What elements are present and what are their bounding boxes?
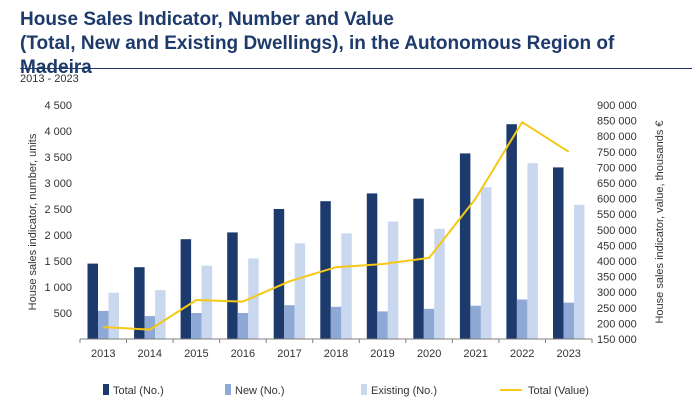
x-tick-label-2014: 2014 xyxy=(138,348,162,360)
bar-total-2017 xyxy=(273,209,285,339)
y-right-tick-label: 600 000 xyxy=(597,194,637,206)
bar-new-2014 xyxy=(144,316,156,339)
bar-existing-2016 xyxy=(248,258,259,339)
y-right-tick-label: 400 000 xyxy=(597,256,637,268)
legend-label-total: Total (No.) xyxy=(113,385,164,397)
bar-total-2019 xyxy=(366,193,378,339)
legend-label-total-value: Total (Value) xyxy=(528,385,589,397)
bar-new-2019 xyxy=(377,311,388,339)
legend-swatch-existing xyxy=(361,384,367,395)
chart-title: House Sales Indicator, Number and Value … xyxy=(20,8,690,80)
bar-total-2013 xyxy=(87,263,98,339)
bar-existing-2017 xyxy=(294,243,306,339)
bar-existing-2019 xyxy=(387,221,399,339)
title-divider xyxy=(20,68,692,69)
bar-total-2023 xyxy=(553,167,564,339)
y-right-tick-label: 750 000 xyxy=(597,147,637,159)
y-left-tick-label: 500 xyxy=(54,308,72,320)
y-left-tick-label: 4 500 xyxy=(44,100,72,112)
bar-existing-2023 xyxy=(574,204,585,339)
y-right-tick-label: 800 000 xyxy=(597,131,637,143)
bar-new-2015 xyxy=(191,313,202,339)
bar-total-2014 xyxy=(134,267,145,339)
bar-existing-2021 xyxy=(480,187,492,339)
y-left-tick-label: 3 000 xyxy=(44,178,72,190)
legend: Total (No.) New (No.) Existing (No.) Total … xyxy=(103,384,589,397)
bar-total-2016 xyxy=(227,232,238,339)
x-tick-label-2017: 2017 xyxy=(277,348,301,360)
x-tick-label-2013: 2013 xyxy=(91,348,115,360)
x-tick-label-2016: 2016 xyxy=(231,348,255,360)
x-tick-label-2020: 2020 xyxy=(417,348,441,360)
y-right-tick-label: 250 000 xyxy=(597,303,637,315)
bar-existing-2018 xyxy=(341,233,352,339)
y-right-tick-label: 550 000 xyxy=(597,209,637,221)
y-right-tick-label: 350 000 xyxy=(597,272,637,284)
series-line-total-value xyxy=(103,121,570,331)
legend-swatch-new xyxy=(225,384,231,395)
bar-total-2022 xyxy=(506,124,517,339)
bar-existing-2013 xyxy=(108,292,119,339)
legend-label-new: New (No.) xyxy=(235,385,285,397)
bar-total-2020 xyxy=(413,198,424,339)
x-tick-label-2018: 2018 xyxy=(324,348,348,360)
y-right-tick-label: 200 000 xyxy=(597,318,637,330)
y-right-tick-label: 450 000 xyxy=(597,240,637,252)
x-tick-label-2022: 2022 xyxy=(510,348,534,360)
bar-new-2020 xyxy=(423,308,435,339)
x-tick-label-2019: 2019 xyxy=(370,348,394,360)
bar-existing-2022 xyxy=(527,163,538,339)
chart-subtitle: 2013 - 2023 xyxy=(20,73,79,85)
y-left-tick-label: 2 000 xyxy=(44,230,72,242)
y-left-tick-label: 1 000 xyxy=(44,282,72,294)
line-layer xyxy=(103,121,570,331)
y-left-axis-title: House sales indicator, number, units xyxy=(27,133,39,310)
y-left-tick-label: 3 500 xyxy=(44,152,72,164)
bars-layer xyxy=(87,124,585,339)
y-left-tick-label: 2 500 xyxy=(44,204,72,216)
axes-layer: 2013 2014 2015 2016 2017 2018 2019 2020 2021 2022… xyxy=(27,100,666,360)
bar-new-2017 xyxy=(284,305,295,339)
y-right-tick-label: 650 000 xyxy=(597,178,637,190)
y-left-tick-label: 1 500 xyxy=(44,256,72,268)
bar-new-2022 xyxy=(516,299,528,339)
y-left-tick-label: 4 000 xyxy=(44,126,72,138)
chart-title-line-2: (Total, New and Existing Dwellings), in … xyxy=(20,33,615,78)
bar-existing-2020 xyxy=(434,228,445,339)
y-right-tick-label: 700 000 xyxy=(597,162,637,174)
x-tick-label-2021: 2021 xyxy=(463,348,487,360)
x-tick-label-2015: 2015 xyxy=(184,348,208,360)
bar-total-2021 xyxy=(459,153,471,339)
y-right-tick-label: 900 000 xyxy=(597,100,637,112)
bar-new-2013 xyxy=(98,310,109,339)
y-right-axis-title: House sales indicator, value, thousands … xyxy=(654,120,666,323)
bar-new-2016 xyxy=(237,313,249,339)
chart-title-line-1: House Sales Indicator, Number and Value xyxy=(20,9,394,30)
x-tick-label-2023: 2023 xyxy=(556,348,580,360)
legend-swatch-total xyxy=(103,384,109,395)
bar-existing-2015 xyxy=(201,265,213,339)
bar-total-2015 xyxy=(180,239,192,339)
legend-label-existing: Existing (No.) xyxy=(371,385,437,397)
y-right-tick-label: 500 000 xyxy=(597,225,637,237)
y-right-tick-label: 150 000 xyxy=(597,334,637,346)
y-right-tick-label: 300 000 xyxy=(597,287,637,299)
bar-new-2021 xyxy=(470,305,481,339)
bar-new-2018 xyxy=(330,306,342,339)
bar-new-2023 xyxy=(563,302,574,339)
bar-existing-2014 xyxy=(155,290,166,339)
y-right-tick-label: 850 000 xyxy=(597,116,637,128)
